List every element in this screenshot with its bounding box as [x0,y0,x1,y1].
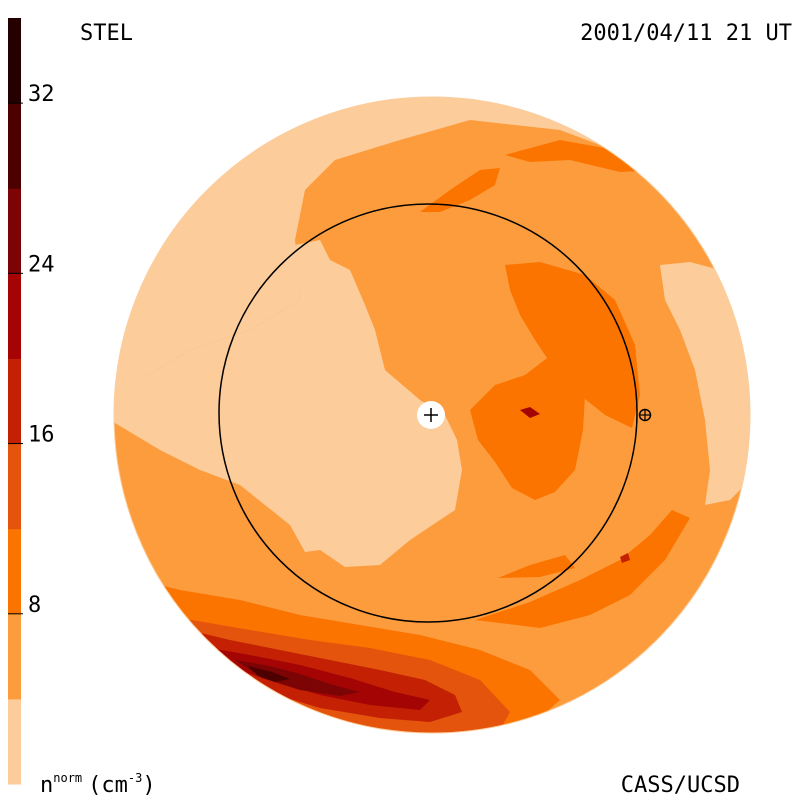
density-map [113,96,751,734]
colorbar-ticks: 8 16 24 32 [8,82,55,618]
unit-exponent: -3 [128,771,142,785]
density-level-8-south-peak [248,666,290,682]
density-level-3-northeast-arc [505,140,655,172]
colorbar-tick-label-24: 24 [28,252,55,277]
datetime-label: 2001/04/11 21 UT [580,21,792,46]
density-spot-center [520,407,540,418]
sun-marker [417,401,445,429]
credit-label: CASS/UCSD [621,773,740,798]
density-level-3-southeast-band [475,510,690,628]
colorbar-tick-label-32: 32 [28,82,55,107]
earth-orbit-circle [218,203,638,623]
low-density-region-outer-west [114,97,750,410]
colorbar-segment-2 [8,613,21,700]
colorbar-segment-6 [8,273,21,359]
colorbar-unit-label: nnorm (cm-3) [40,771,156,798]
density-spot-east [620,553,630,563]
colorbar-segment-5 [8,358,21,445]
low-density-region-east [660,262,750,505]
instrument-label: STEL [80,21,133,46]
colorbar-segment-8 [8,103,21,189]
colorbar-segment-1 [8,698,21,785]
density-level-3-southeast-streak [498,555,575,578]
density-level-3-north-patch [420,168,500,212]
unit-close: ) [142,773,155,798]
low-density-region-west [114,240,462,567]
colorbar-segment-9 [8,18,21,104]
colorbar-segment-7 [8,188,21,274]
colorbar-segment-3 [8,528,21,615]
earth-marker [638,408,652,422]
density-level-7-south-core [235,660,360,696]
map-disk-edge [113,96,751,734]
quantity-symbol: n [40,773,53,798]
colorbar-tick-label-16: 16 [28,423,55,448]
colorbar-tick-label-8: 8 [28,593,41,618]
colorbar-segment-4 [8,443,21,530]
density-level-3-center-blob [470,352,585,500]
unit-open: (cm [88,773,128,798]
quantity-superscript: norm [53,771,82,785]
colorbar [8,18,21,785]
density-level-6-south-band [210,648,430,710]
